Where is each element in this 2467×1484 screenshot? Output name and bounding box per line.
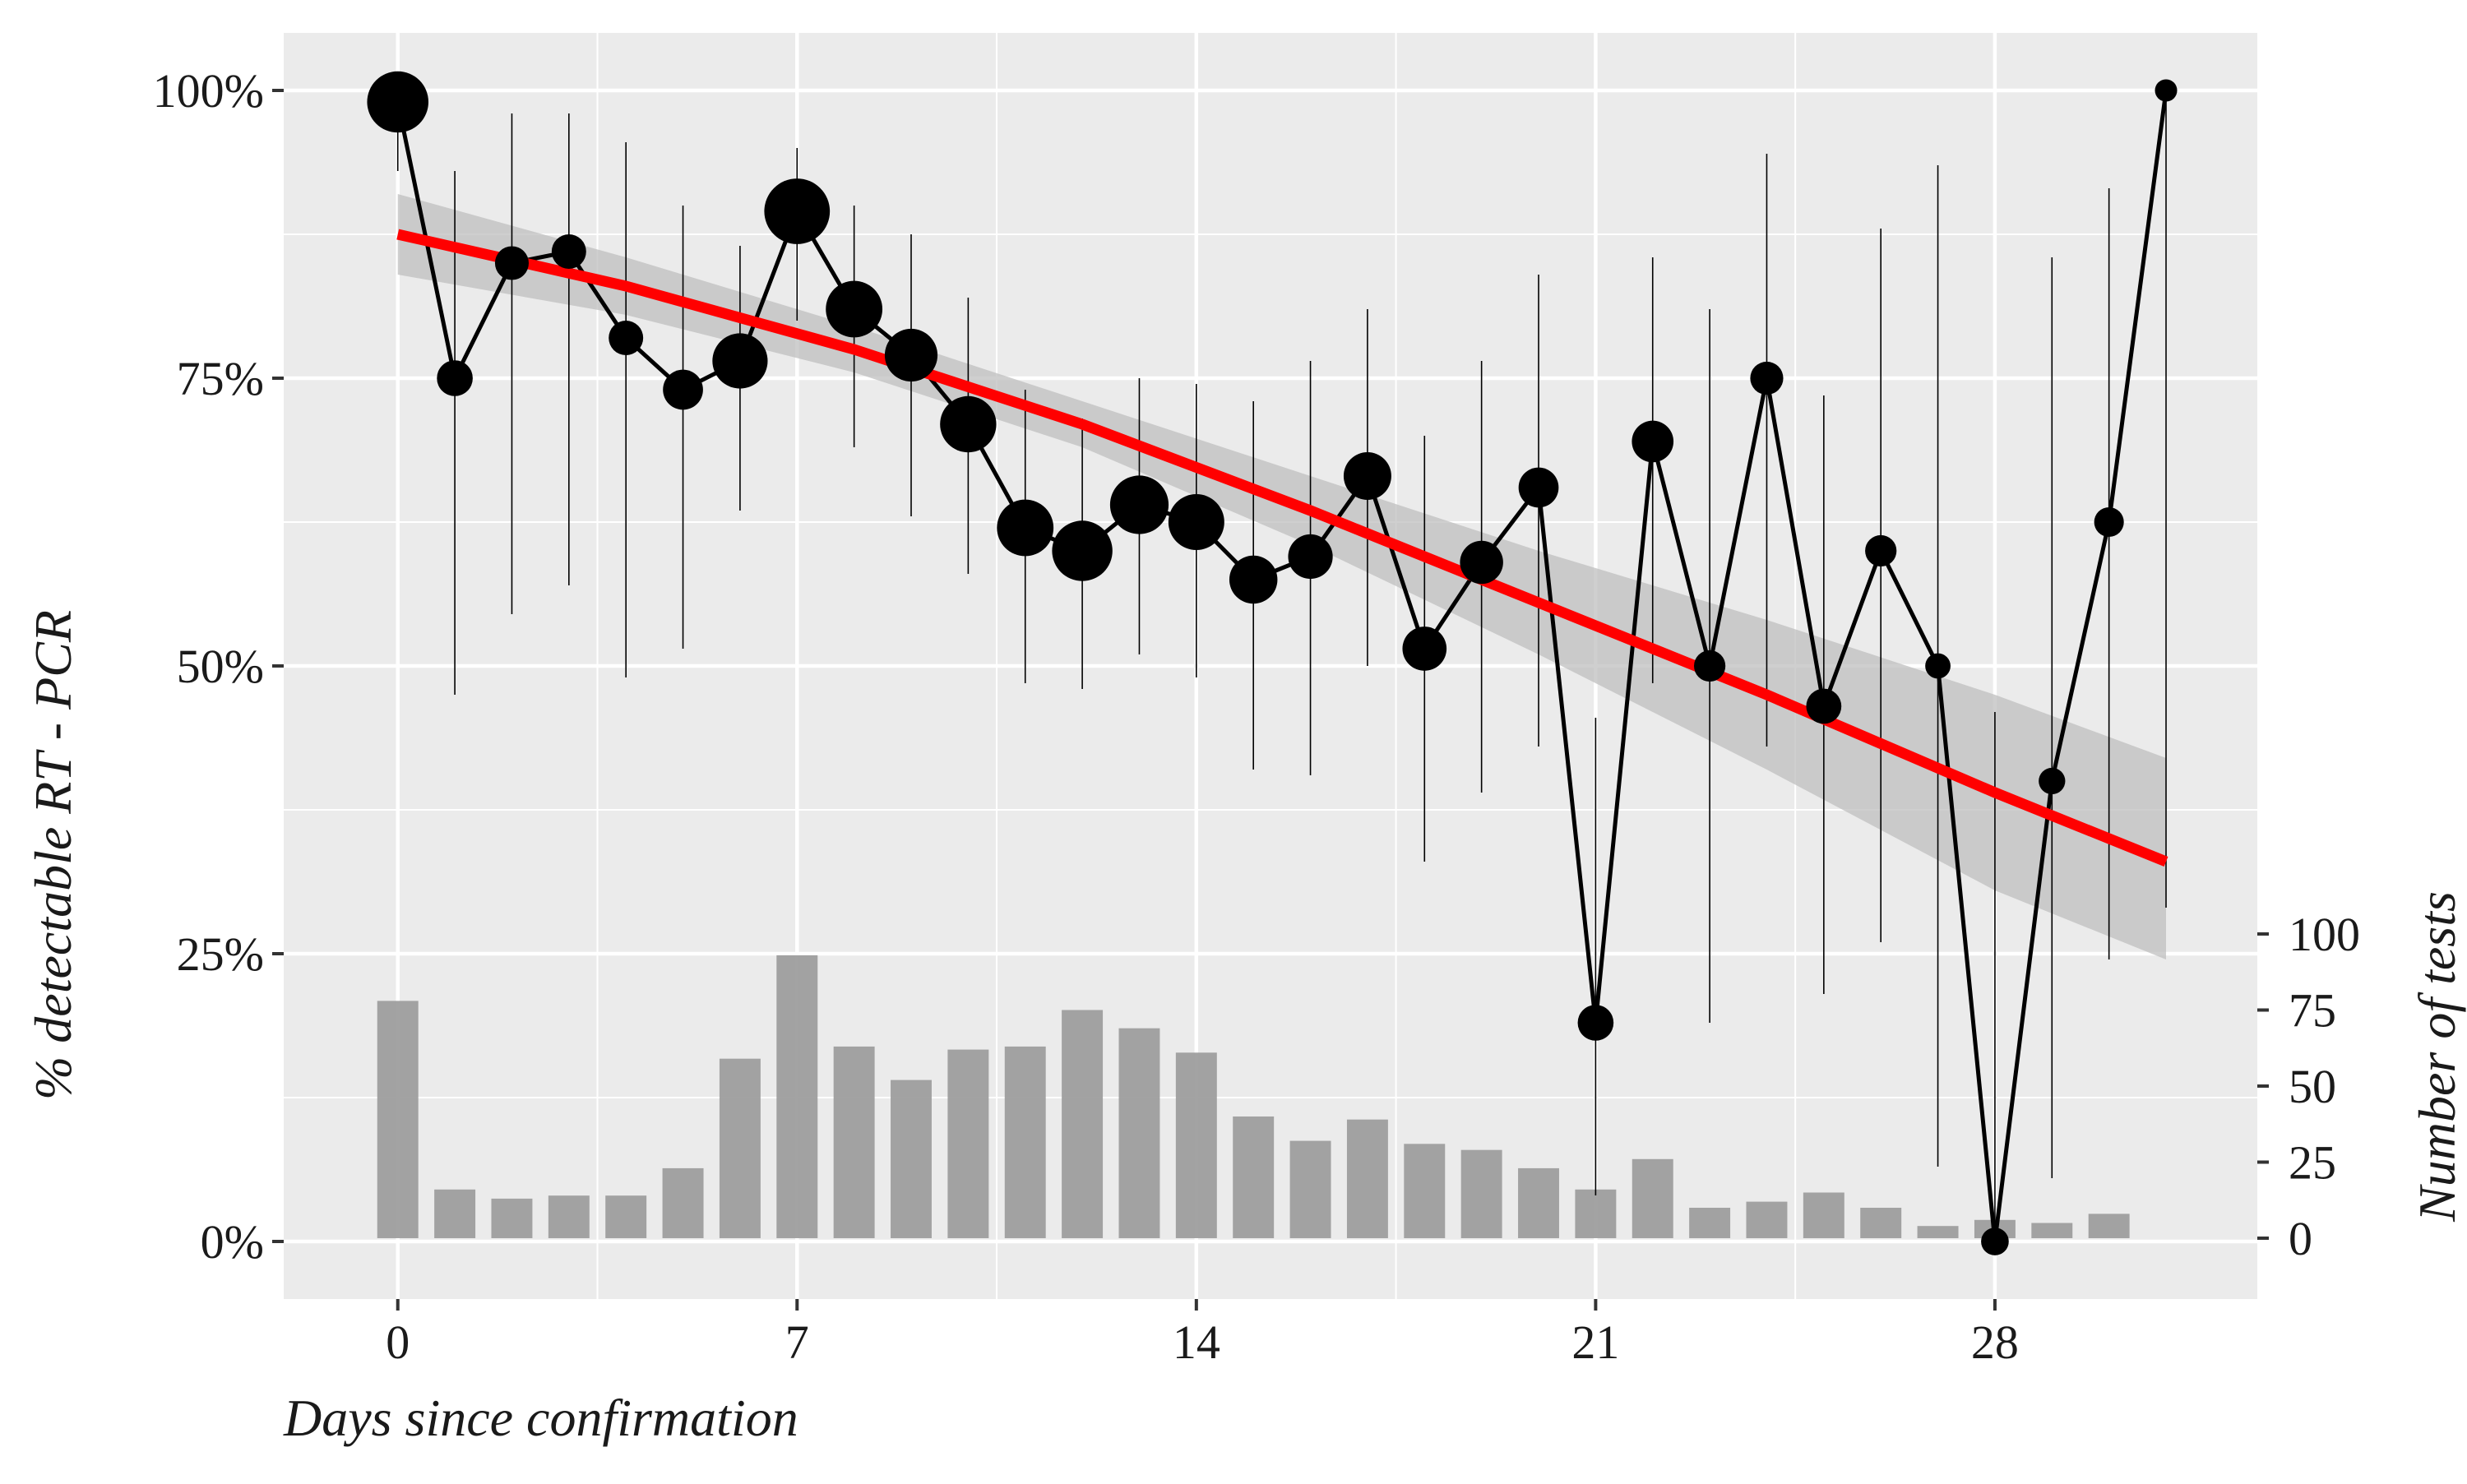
test-count-bar <box>1860 1208 1902 1238</box>
y-axis-title: % detectable RT - PCR <box>24 610 82 1100</box>
data-point <box>1229 555 1278 604</box>
y-tick-label: 75% <box>177 352 264 405</box>
x-axis-title: Days since confirmation <box>283 1389 798 1447</box>
test-count-bar <box>1289 1140 1331 1238</box>
test-count-bar <box>1233 1116 1275 1238</box>
test-count-bar <box>776 955 818 1238</box>
y-tick-label: 25% <box>177 927 264 981</box>
axes-layer: 0 7 14 21 28 0% 25% 50% 75% 100% 0 25 50 75 100 <box>153 64 2360 1369</box>
data-point <box>1402 626 1447 671</box>
data-point <box>367 71 428 133</box>
secondary-y-axis-title: Number of tests <box>2408 891 2466 1223</box>
data-point <box>1632 420 1674 463</box>
test-count-bar <box>434 1189 476 1238</box>
y-tick-label: 100% <box>153 64 264 118</box>
data-point <box>1806 688 1842 724</box>
data-point <box>494 246 529 280</box>
data-point <box>2094 506 2124 538</box>
test-count-bar <box>2031 1223 2073 1238</box>
test-count-bar <box>833 1046 875 1238</box>
data-point <box>437 360 473 396</box>
trend-line-layer <box>396 229 2168 867</box>
test-count-bar <box>662 1167 704 1238</box>
data-point <box>609 321 644 355</box>
test-count-bar <box>548 1195 590 1238</box>
test-count-bar <box>2088 1214 2130 1238</box>
test-count-bar <box>1917 1226 1959 1238</box>
test-count-bar <box>1632 1158 1673 1238</box>
test-count-bar <box>1404 1144 1446 1238</box>
data-point <box>1168 494 1224 550</box>
test-count-bar <box>947 1049 989 1238</box>
data-point <box>2155 79 2178 102</box>
data-point <box>712 333 768 389</box>
bars-layer <box>377 955 2130 1238</box>
data-point <box>1865 534 1897 567</box>
test-count-bar <box>1575 1189 1617 1238</box>
test-count-bar <box>891 1079 932 1238</box>
test-count-bar <box>1689 1208 1731 1238</box>
test-count-bar <box>1118 1028 1160 1238</box>
y2-tick-label: 75 <box>2289 984 2336 1038</box>
data-point <box>1693 650 1726 682</box>
test-count-bar <box>719 1058 761 1238</box>
x-tick-label: 28 <box>1971 1315 2019 1369</box>
y2-tick-label: 50 <box>2289 1060 2336 1113</box>
test-count-bar <box>1746 1201 1788 1238</box>
test-count-bar <box>491 1198 533 1238</box>
test-count-bar <box>1062 1010 1104 1238</box>
data-point <box>2039 767 2066 795</box>
data-point <box>764 178 831 244</box>
data-point <box>1981 1227 2009 1255</box>
data-point <box>1577 1005 1614 1041</box>
test-count-bar <box>377 1001 419 1238</box>
x-tick-label: 0 <box>386 1315 410 1369</box>
y2-tick-label: 100 <box>2289 908 2360 961</box>
test-count-bar <box>1518 1167 1559 1238</box>
data-point <box>826 280 883 338</box>
test-count-bar <box>1460 1149 1502 1238</box>
data-point <box>1925 653 1951 679</box>
data-point <box>997 499 1054 557</box>
data-point <box>551 234 586 269</box>
data-point <box>1460 540 1503 585</box>
test-count-bar <box>1004 1046 1046 1238</box>
data-point <box>1518 467 1559 508</box>
data-point <box>1109 475 1169 534</box>
x-tick-label: 7 <box>785 1315 809 1369</box>
points-layer <box>367 71 2178 1255</box>
data-point <box>1052 520 1113 581</box>
y2-tick-label: 25 <box>2289 1136 2336 1190</box>
data-point <box>1288 534 1333 580</box>
y-tick-label: 0% <box>201 1215 264 1269</box>
y-tick-label: 50% <box>177 640 264 693</box>
data-point <box>940 395 997 453</box>
data-point <box>663 369 703 410</box>
test-count-bar <box>1803 1192 1844 1238</box>
x-tick-label: 21 <box>1571 1315 1619 1369</box>
x-tick-label: 14 <box>1173 1315 1220 1369</box>
data-point <box>884 328 938 382</box>
trend-line <box>396 229 2168 867</box>
y2-tick-label: 0 <box>2289 1212 2312 1265</box>
test-count-bar <box>605 1195 647 1238</box>
data-point <box>1750 361 1784 395</box>
data-point <box>1343 452 1391 500</box>
test-count-bar <box>1346 1119 1388 1238</box>
test-count-bar <box>1175 1052 1217 1238</box>
